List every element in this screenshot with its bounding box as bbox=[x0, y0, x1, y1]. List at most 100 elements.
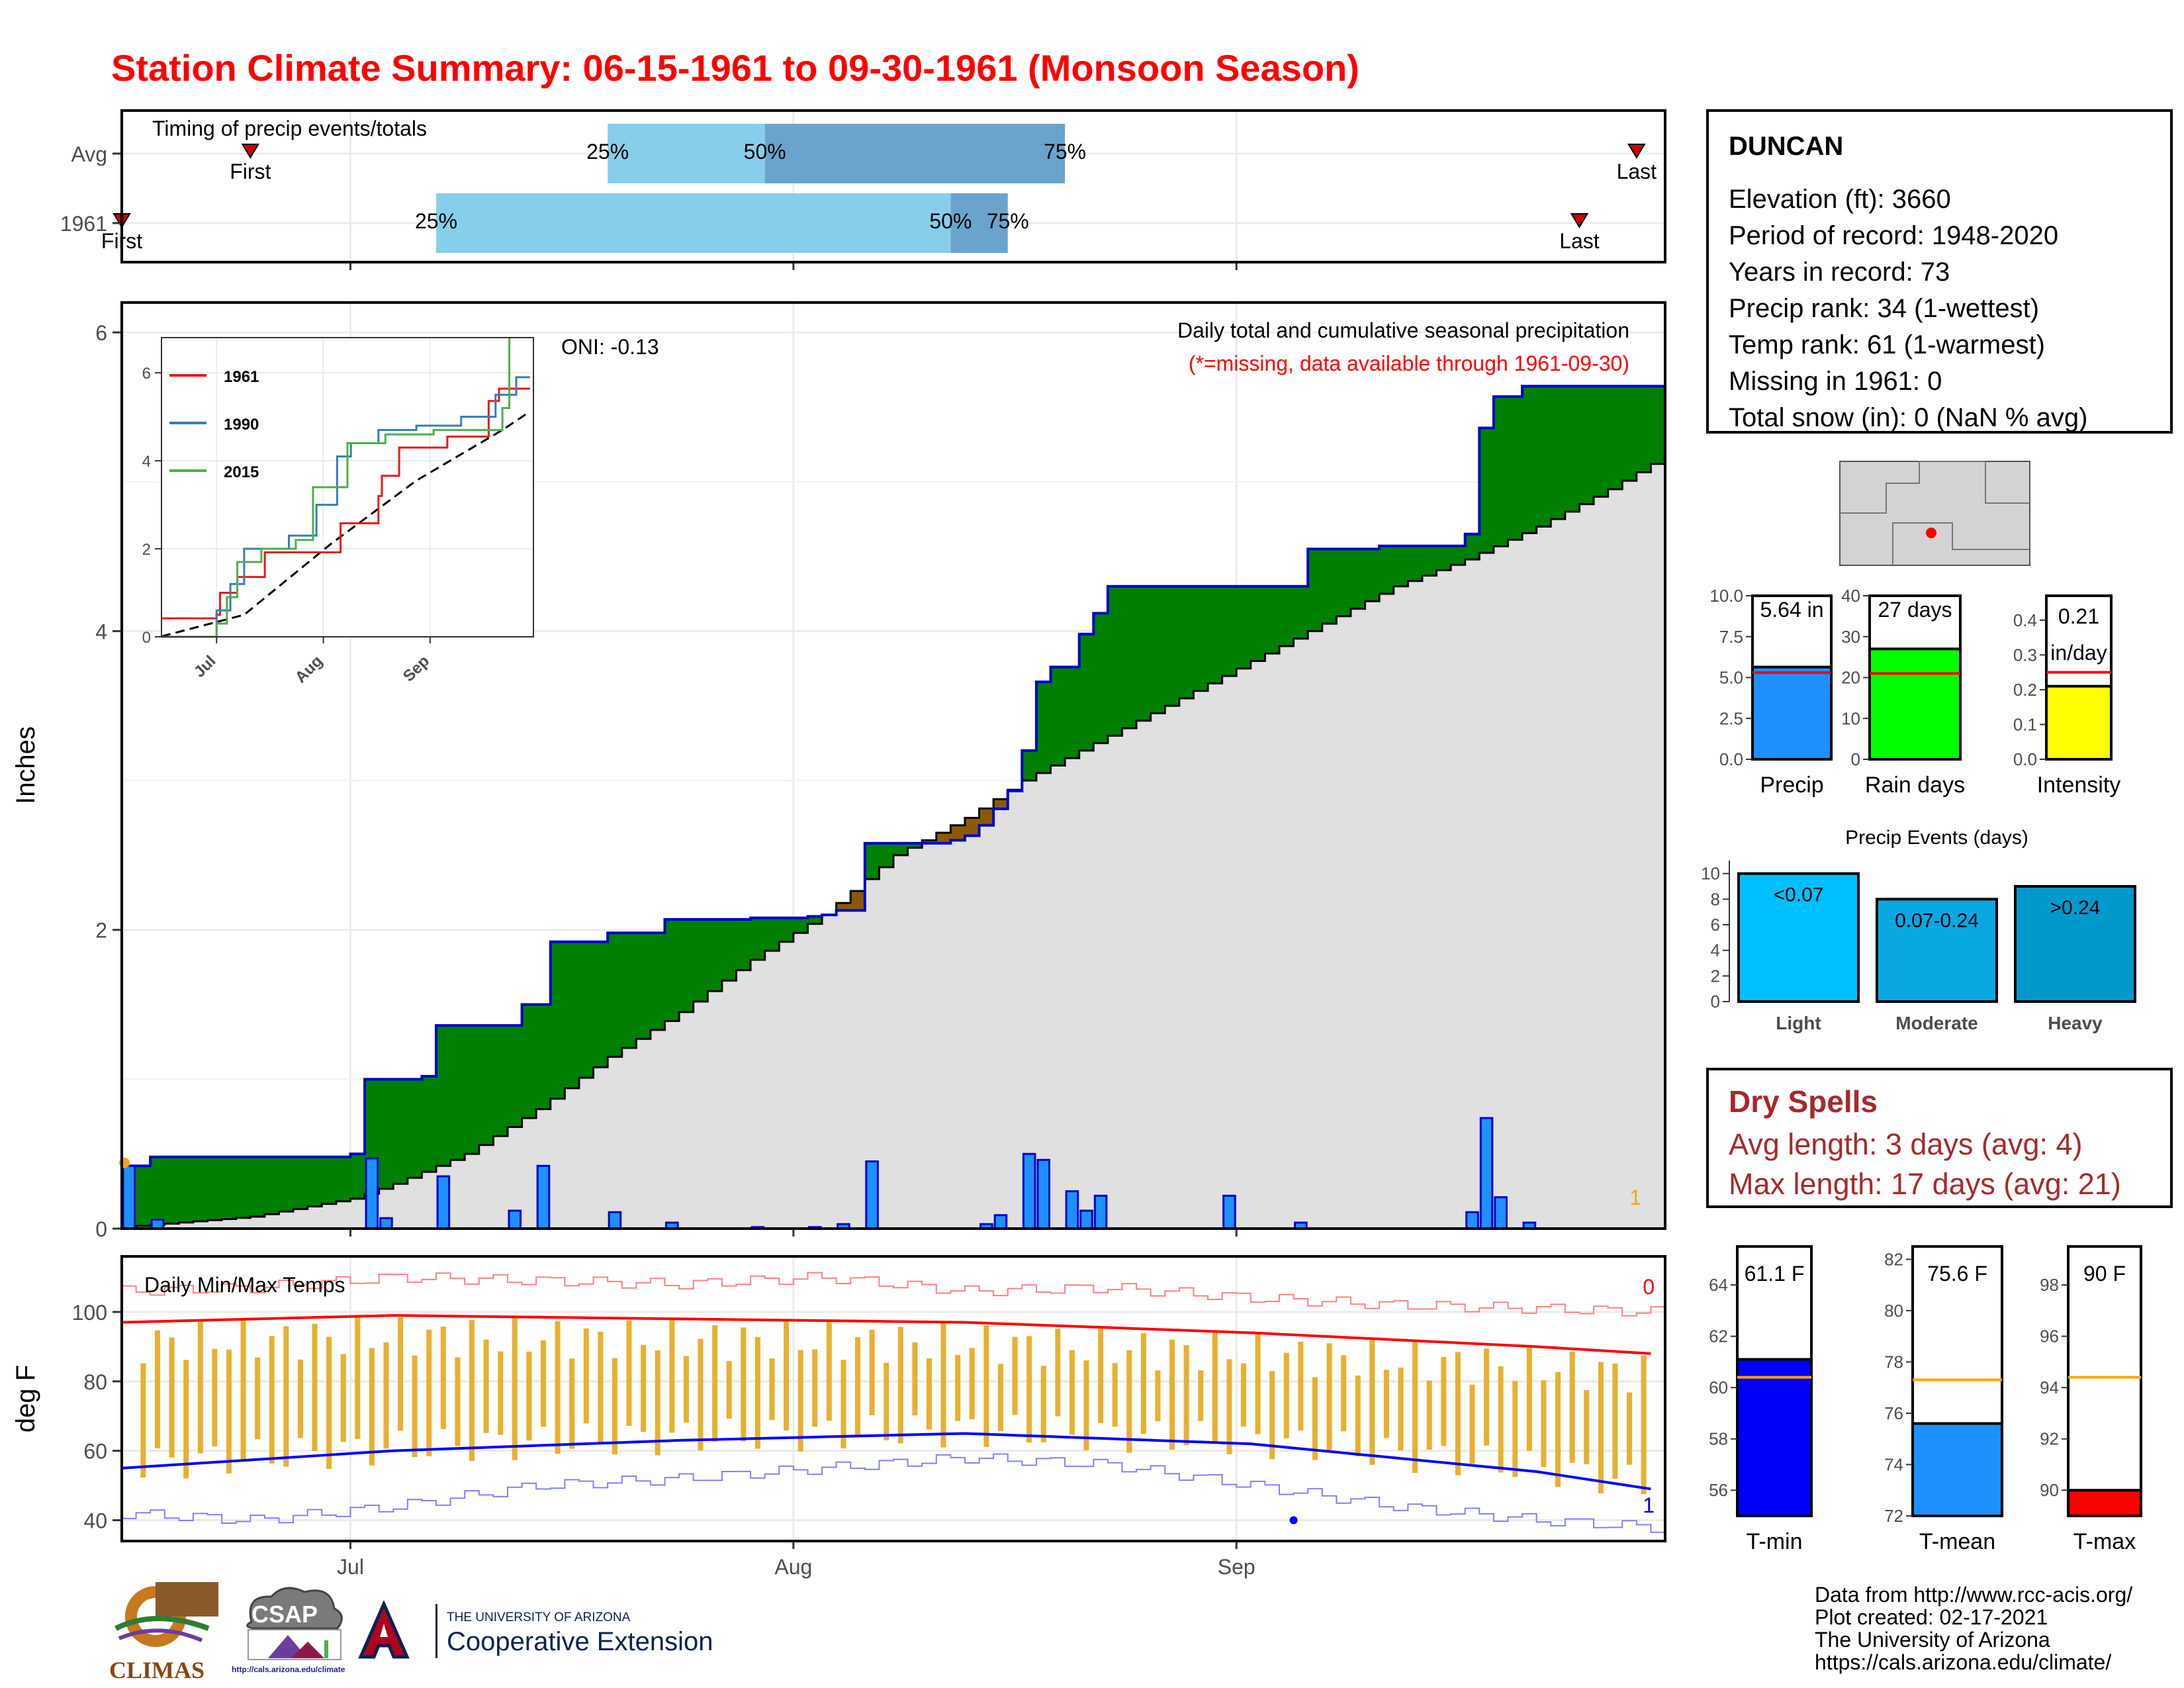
inset-y-tick-label: 4 bbox=[142, 453, 151, 471]
temp-count-bottom: 1 bbox=[1643, 1493, 1655, 1517]
above-avg-area bbox=[493, 1025, 508, 1137]
avg-precip-area bbox=[1565, 511, 1580, 1229]
above-avg-area bbox=[350, 1154, 365, 1199]
above-avg-area bbox=[1065, 667, 1080, 759]
record-low-marker bbox=[1289, 1516, 1298, 1524]
avg-precip-area bbox=[1379, 594, 1394, 1229]
t-mean-value-label: 75.6 F bbox=[1927, 1262, 1987, 1286]
avg-precip-area bbox=[1107, 735, 1123, 1229]
t-max-y-tick-label: 96 bbox=[2040, 1327, 2059, 1346]
precip-plot-border bbox=[120, 301, 1666, 1230]
above-avg-area bbox=[1107, 586, 1123, 736]
temp-x-tick-label: Jul bbox=[337, 1555, 364, 1579]
avg-precip-area bbox=[222, 1219, 237, 1229]
t-mean-y-tick-label: 74 bbox=[1884, 1454, 1903, 1474]
above-avg-area bbox=[1350, 549, 1366, 609]
temp-plot-border bbox=[120, 1255, 1666, 1542]
above-avg-area bbox=[1408, 545, 1423, 581]
t-max-y-tick-label: 94 bbox=[2040, 1378, 2059, 1397]
above-avg-area bbox=[793, 917, 809, 933]
daily-precip-bar bbox=[379, 1217, 393, 1230]
avg-precip-area bbox=[721, 980, 737, 1229]
rain-days-y-tick-label: 40 bbox=[1841, 586, 1860, 606]
timing-bar-q2 bbox=[436, 193, 951, 253]
avg-precip-area bbox=[893, 855, 909, 1229]
dry-spells-title: Dry Spells bbox=[1729, 1084, 1878, 1119]
avg-precip-area bbox=[693, 1002, 708, 1229]
above-avg-area bbox=[393, 1079, 408, 1184]
inset-y-tick-label: 2 bbox=[142, 541, 151, 559]
avg-precip-area bbox=[850, 891, 866, 1229]
precip-events-y-tick-label: 4 bbox=[1711, 941, 1720, 961]
observed-cumulative-line bbox=[122, 385, 1665, 1168]
avg-precip-area bbox=[650, 1029, 666, 1229]
precip-events-y-tick-label: 2 bbox=[1711, 966, 1720, 986]
avg-precip-area bbox=[707, 991, 723, 1229]
above-avg-area bbox=[1651, 386, 1666, 464]
precip-events-title: Precip Events (days) bbox=[1845, 827, 2028, 849]
daily-precip-bar bbox=[993, 1214, 1008, 1230]
avg-precip-area bbox=[907, 847, 923, 1229]
avg-precip-area bbox=[207, 1220, 222, 1229]
avg-precip-area bbox=[1579, 504, 1594, 1229]
above-avg-area bbox=[136, 1166, 151, 1226]
below-avg-area bbox=[836, 903, 851, 911]
map-state-border bbox=[1840, 461, 2030, 514]
intensity-chart: 0.0 0.1 0.2 0.3 0.4 0.21 in/day Intensity bbox=[2013, 594, 2120, 798]
avg-precip-area bbox=[1479, 553, 1494, 1229]
avg-tmin-line bbox=[121, 1432, 1651, 1491]
precip-plot-title: Daily total and cumulative seasonal prec… bbox=[1177, 318, 1629, 342]
below-avg-area bbox=[950, 825, 966, 841]
avg-precip-area bbox=[1551, 519, 1566, 1229]
timing-label-50: 50% bbox=[929, 209, 972, 233]
precip-plot-subtitle: (*=missing, data available through 1961-… bbox=[1189, 352, 1629, 375]
temp-y-tick-label: 60 bbox=[83, 1440, 107, 1464]
t-min-y-tick-label: 60 bbox=[1709, 1378, 1728, 1397]
above-avg-area bbox=[736, 919, 751, 970]
daily-precip-bar bbox=[508, 1209, 522, 1230]
daily-precip-bar bbox=[1465, 1211, 1479, 1230]
daily-precip-bar bbox=[608, 1211, 622, 1230]
avg-precip-area bbox=[751, 959, 766, 1229]
map-county-border bbox=[1892, 522, 2030, 565]
temp-x-tick-label: Sep bbox=[1218, 1555, 1255, 1579]
station-period: Period of record: 1948-2020 bbox=[1729, 221, 2059, 250]
avg-precip-area bbox=[1050, 765, 1066, 1229]
daily-precip-bar bbox=[1093, 1194, 1108, 1230]
avg-precip-area bbox=[1508, 539, 1523, 1229]
record-high-line bbox=[122, 1272, 1665, 1317]
above-avg-area bbox=[1508, 397, 1523, 540]
precip-total-y-tick-label: 2.5 bbox=[1719, 708, 1743, 728]
above-avg-area bbox=[1551, 386, 1566, 520]
avg-precip-area bbox=[293, 1209, 308, 1229]
rain-days-category-label: Rain days bbox=[1865, 773, 1965, 798]
above-avg-area bbox=[1036, 682, 1052, 773]
above-avg-area bbox=[879, 843, 894, 867]
above-avg-area bbox=[1479, 428, 1494, 553]
above-avg-area bbox=[1093, 613, 1109, 743]
t-mean-chart: 72 74 76 78 80 82 75.6 F T-mean bbox=[1884, 1245, 2003, 1554]
avg-precip-area bbox=[350, 1198, 365, 1229]
avg-precip-area bbox=[1493, 546, 1509, 1229]
above-avg-area bbox=[1422, 545, 1437, 576]
above-avg-area bbox=[636, 933, 651, 1039]
avg-precip-area bbox=[1079, 750, 1094, 1229]
avg-precip-area bbox=[1608, 489, 1623, 1229]
avg-precip-area bbox=[807, 923, 823, 1229]
inset-y-tick-label: 0 bbox=[142, 629, 151, 647]
avg-precip-area bbox=[736, 970, 751, 1229]
rain-days-y-tick-label: 30 bbox=[1841, 627, 1860, 647]
avg-precip-area bbox=[793, 933, 809, 1229]
timing-bar-q3 bbox=[764, 124, 1066, 183]
precip-events-bar bbox=[1876, 898, 1998, 1004]
avg-precip-area bbox=[450, 1160, 465, 1229]
above-avg-area bbox=[1265, 586, 1280, 654]
avg-precip-area bbox=[950, 825, 966, 1229]
above-avg-area bbox=[279, 1156, 294, 1212]
precip-y-tick-label: 0 bbox=[95, 1217, 107, 1241]
avg-precip-area bbox=[1122, 728, 1137, 1229]
below-avg-area bbox=[979, 808, 994, 825]
temp-plot-title: Daily Min/Max Temps bbox=[144, 1273, 345, 1297]
last-event-label: Last bbox=[1617, 160, 1657, 183]
